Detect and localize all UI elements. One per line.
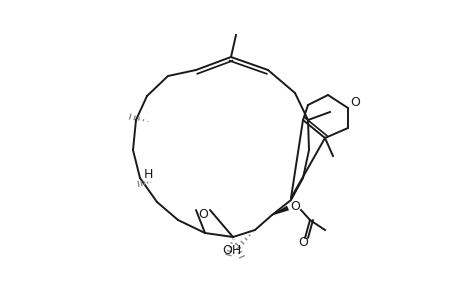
Text: O: O — [349, 97, 359, 110]
Text: O: O — [198, 208, 207, 221]
Polygon shape — [271, 206, 288, 215]
Text: H: H — [143, 169, 152, 182]
Text: O: O — [290, 200, 299, 212]
Text: OH: OH — [222, 244, 241, 256]
Text: O: O — [297, 236, 307, 248]
